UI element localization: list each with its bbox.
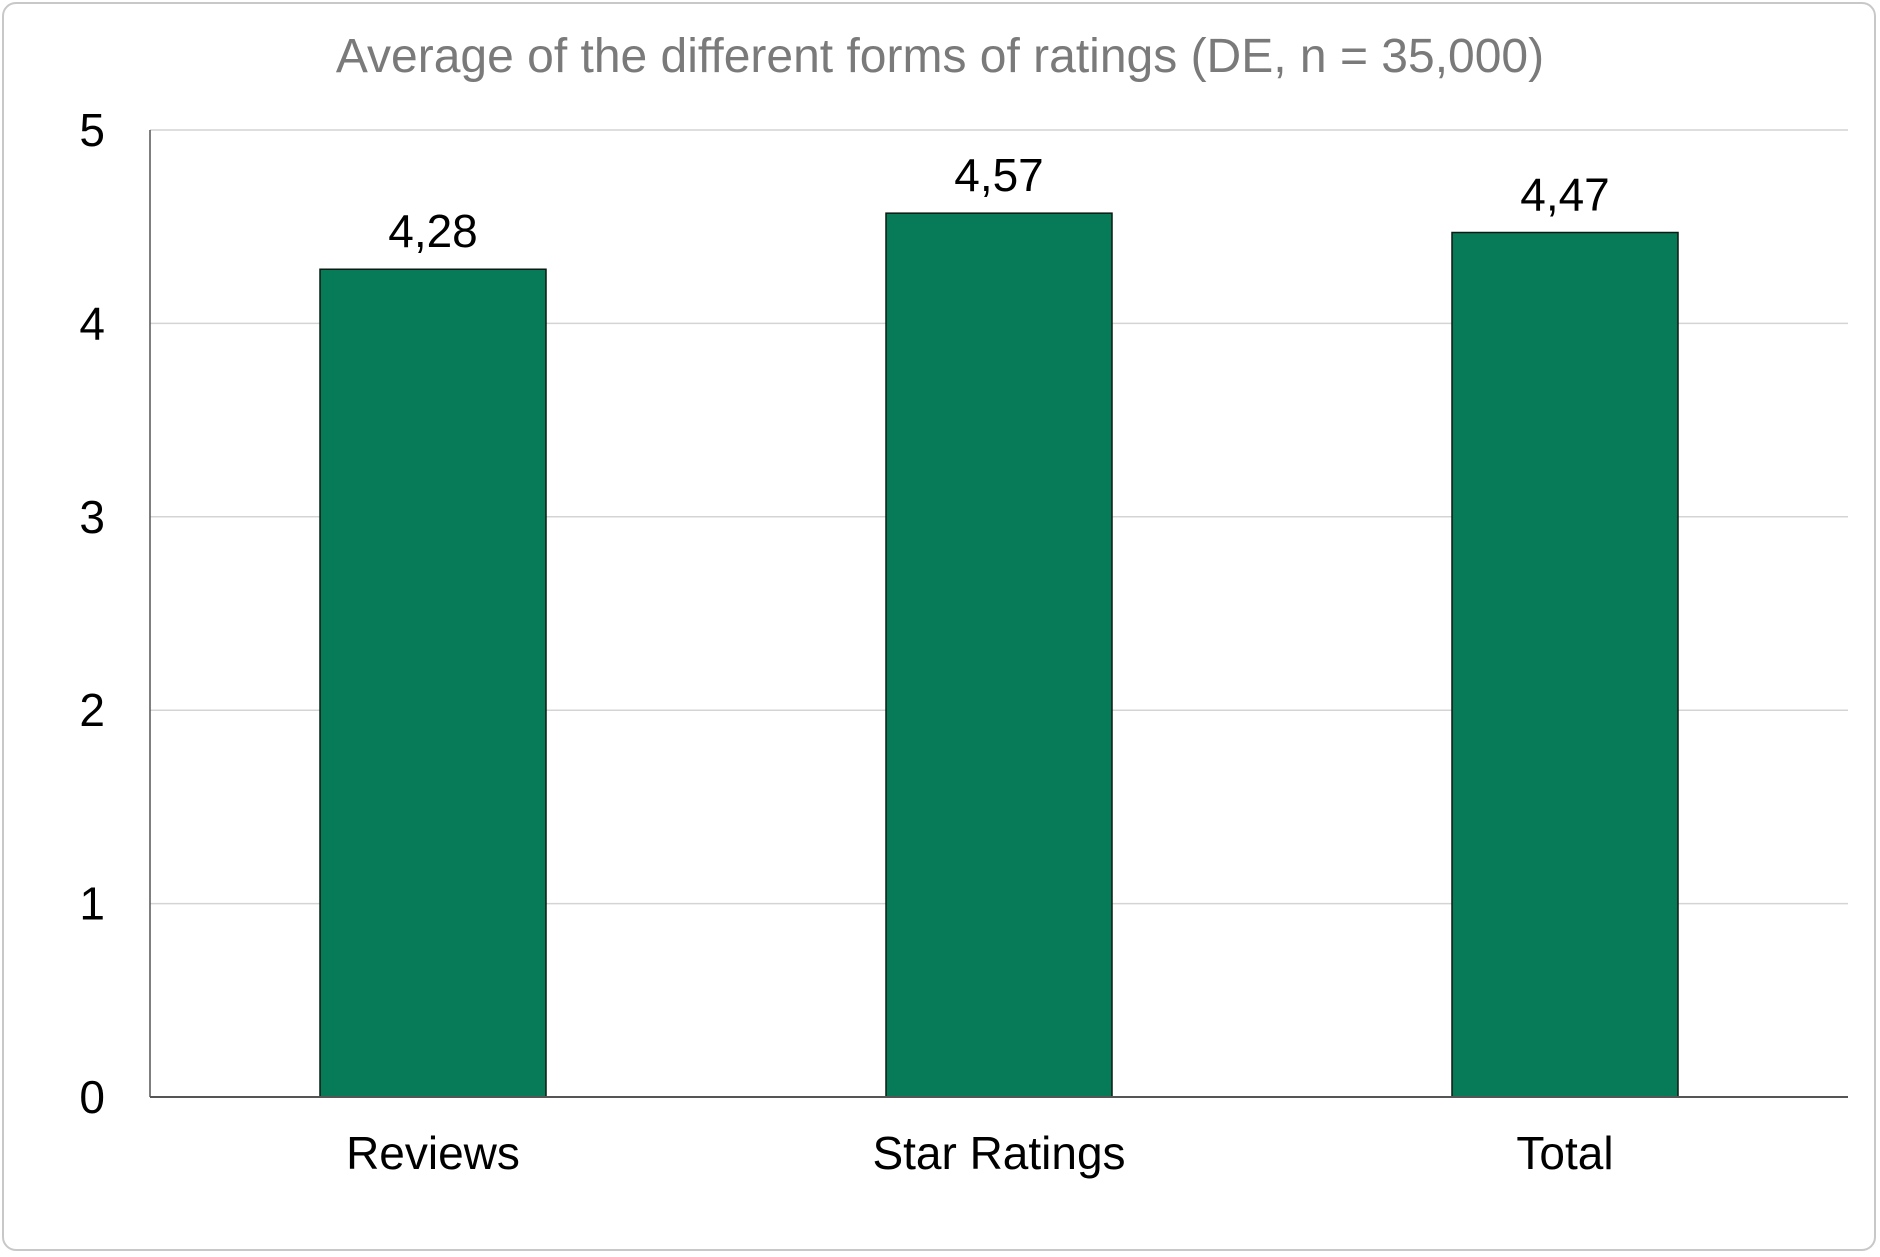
value-label-star-ratings: 4,57 [954,149,1044,201]
category-label-total: Total [1516,1127,1613,1179]
value-label-total: 4,47 [1520,169,1610,221]
y-tick-label-2: 2 [79,684,105,736]
bar-total [1451,231,1679,1098]
category-labels: Reviews Star Ratings Total [346,1127,1614,1179]
axes [149,130,1848,1098]
y-tick-label-3: 3 [79,491,105,543]
bar-star-ratings [885,212,1113,1098]
y-tick-label-4: 4 [79,297,105,349]
bar-reviews [319,268,547,1098]
bars [319,212,1679,1098]
category-label-reviews: Reviews [346,1127,520,1179]
category-label-star-ratings: Star Ratings [872,1127,1125,1179]
chart-title: Average of the different forms of rating… [336,30,1544,83]
value-labels: 4,28 4,57 4,47 [388,149,1610,257]
value-label-reviews: 4,28 [388,205,478,257]
y-tick-label-0: 0 [79,1071,105,1123]
y-tick-label-5: 5 [79,104,105,156]
y-tick-label-1: 1 [79,878,105,930]
y-axis-ticks: 0 1 2 3 4 5 [79,104,105,1123]
